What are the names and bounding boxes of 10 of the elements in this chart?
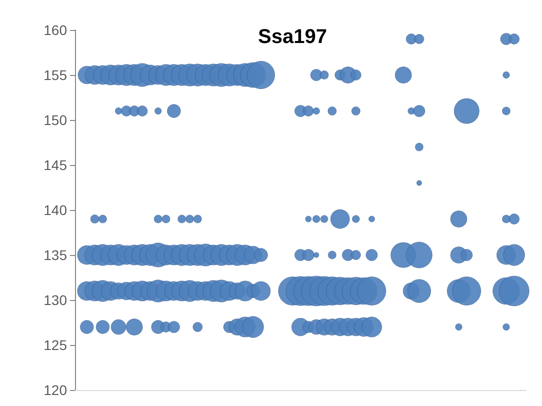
y-tick-label: 160 [44,22,68,38]
y-tick-label: 155 [44,67,68,83]
y-tick-label: 150 [44,112,68,128]
y-tick-label: 145 [44,157,68,173]
y-tick-label: 120 [44,382,68,398]
y-tick-label: 130 [44,292,68,308]
chart-title: Ssa197 [258,26,327,48]
y-tick-label: 135 [44,247,68,263]
y-tick-label: 140 [44,202,68,218]
y-tick-label: 125 [44,337,68,353]
